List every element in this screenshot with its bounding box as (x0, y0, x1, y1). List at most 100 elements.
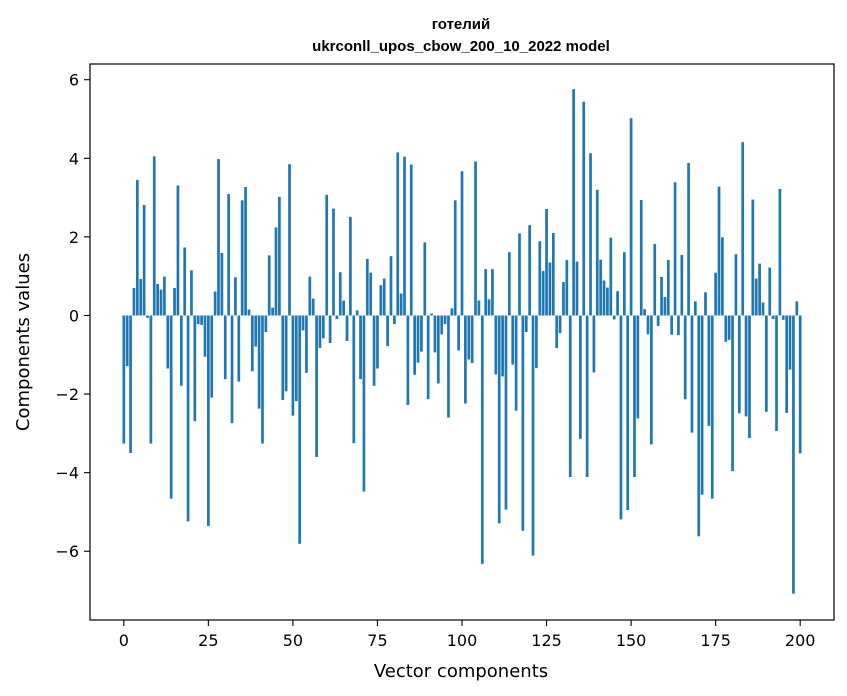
bar (281, 315, 285, 400)
bar (734, 254, 738, 316)
chart-subtitle: ukrconll_upos_cbow_200_10_2022 model (312, 38, 610, 55)
bar (491, 269, 494, 316)
bar (261, 315, 264, 444)
bar (200, 315, 203, 325)
bar (639, 199, 643, 316)
bar (751, 199, 755, 316)
bar (504, 315, 508, 510)
bar (677, 315, 680, 336)
bar (470, 315, 474, 364)
bar (220, 253, 224, 316)
bar (359, 315, 362, 380)
bar (447, 315, 450, 418)
bar (714, 272, 717, 316)
bar (196, 315, 200, 325)
bar (741, 142, 745, 316)
bar (135, 179, 139, 316)
bar (163, 276, 166, 316)
y-tick-label: 2 (69, 228, 79, 247)
bar (650, 315, 653, 445)
bar (203, 315, 207, 357)
chart-title: готелий (432, 16, 491, 33)
bar (325, 194, 329, 316)
bar (558, 315, 562, 334)
bar (626, 315, 630, 510)
bar (298, 315, 302, 544)
bar (480, 315, 484, 564)
bar (798, 315, 802, 454)
bar (183, 247, 187, 316)
bar (707, 315, 711, 426)
bar (386, 315, 389, 347)
bar (528, 225, 531, 316)
y-tick-label: 6 (69, 71, 79, 90)
y-tick-label: −6 (55, 542, 79, 561)
bar (376, 315, 379, 369)
bar (159, 289, 163, 316)
x-axis-label: Vector components (374, 661, 548, 682)
bar (149, 315, 153, 444)
bar (338, 272, 342, 316)
bar (369, 272, 373, 316)
bar (389, 256, 393, 316)
bar (518, 233, 521, 316)
bar (413, 315, 417, 375)
bar (379, 285, 383, 316)
y-tick-label: −4 (55, 464, 79, 483)
bar (616, 291, 619, 316)
y-tick-label: 0 (69, 306, 79, 325)
bar (267, 255, 271, 316)
bar (792, 315, 795, 594)
bar (264, 315, 268, 332)
bar (538, 241, 542, 316)
bar (193, 315, 197, 422)
x-axis-ticks: 0 25 50 75 100 125 150 175 200 (119, 620, 815, 650)
bar (372, 315, 376, 386)
bar (643, 309, 646, 316)
bar (332, 208, 335, 316)
bar (748, 315, 751, 439)
bar (697, 315, 701, 537)
y-axis-ticks: −6 −4 −2 0 2 4 6 (55, 71, 90, 561)
bar (186, 315, 190, 522)
bar (440, 315, 444, 335)
x-tick-label: 50 (283, 631, 303, 650)
bar (152, 156, 156, 316)
bar (582, 101, 586, 316)
x-tick-label: 75 (367, 631, 387, 650)
bar (308, 276, 312, 316)
bar (521, 315, 525, 531)
bar (436, 315, 440, 384)
bar (132, 287, 136, 316)
bar (670, 315, 674, 335)
bar (744, 315, 748, 417)
bar (169, 315, 173, 499)
bar (142, 205, 146, 316)
bar (294, 315, 298, 402)
bar (724, 315, 728, 342)
bar (612, 315, 616, 320)
bar (572, 89, 575, 316)
bar (237, 315, 241, 382)
bar (636, 315, 640, 419)
bar (721, 237, 724, 316)
bar (524, 315, 528, 332)
bar (129, 315, 132, 454)
bar (717, 186, 721, 316)
bar (284, 315, 288, 392)
bar (653, 243, 657, 316)
x-tick-label: 25 (198, 631, 218, 650)
bar (430, 313, 433, 316)
bar (771, 315, 775, 320)
bar (396, 152, 400, 316)
bar (301, 315, 305, 331)
bar (457, 315, 460, 351)
x-tick-label: 100 (447, 631, 478, 650)
bar (291, 315, 295, 416)
bar (731, 315, 734, 472)
bar (250, 315, 254, 372)
bar (247, 309, 251, 316)
bar (227, 194, 231, 316)
bar (403, 156, 406, 316)
bar (768, 267, 772, 316)
